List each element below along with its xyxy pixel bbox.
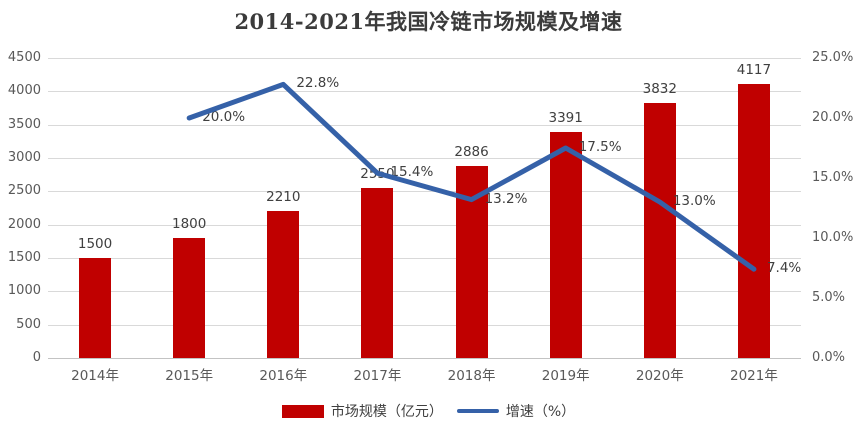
gridline bbox=[48, 291, 801, 293]
x-axis-label-2014年: 2014年 bbox=[71, 368, 119, 384]
right-axis-tick-label: 5.0% bbox=[812, 290, 846, 305]
x-axis-label-2015年: 2015年 bbox=[165, 368, 214, 384]
x-axis-line bbox=[48, 358, 801, 359]
gridline bbox=[48, 324, 801, 326]
left-axis-tick-label: 2500 bbox=[7, 183, 41, 199]
right-axis-tick-label: 15.0% bbox=[812, 170, 854, 185]
left-axis-tick-label: 1000 bbox=[7, 283, 41, 299]
x-axis-label-2021年: 2021年 bbox=[730, 368, 778, 384]
bar-value-label: 1800 bbox=[172, 216, 207, 232]
line-value-label: 13.0% bbox=[672, 193, 716, 209]
bar-value-label: 2210 bbox=[266, 188, 301, 205]
right-axis-tick-label: 0.0% bbox=[812, 350, 846, 365]
left-axis-tick-label: 1500 bbox=[7, 250, 41, 265]
line-value-label: 15.4% bbox=[390, 164, 434, 181]
chart-title: 2014-2021年我国冷链市场规模及增速 bbox=[234, 9, 623, 34]
bar-value-label: 3391 bbox=[548, 109, 583, 126]
line-value-label: 7.4% bbox=[766, 260, 802, 277]
left-axis-tick-label: 3500 bbox=[7, 116, 41, 132]
x-axis-label-2016年: 2016年 bbox=[259, 368, 308, 384]
bar-2021年 bbox=[737, 83, 770, 358]
line-value-label: 17.5% bbox=[578, 139, 622, 155]
legend-item-growth-rate: 增速（%） bbox=[456, 401, 576, 421]
left-axis-tick-label: 500 bbox=[16, 316, 41, 332]
gridline bbox=[48, 91, 801, 93]
right-axis-tick-label: 20.0% bbox=[812, 110, 854, 125]
growth-rate-line bbox=[186, 81, 757, 272]
left-axis-tick-label: 3000 bbox=[7, 150, 41, 165]
bar-2015年 bbox=[173, 238, 206, 358]
legend-label: 增速（%） bbox=[505, 404, 576, 420]
left-axis-tick-label: 4500 bbox=[7, 50, 41, 65]
right-axis-tick-label: 25.0% bbox=[812, 50, 854, 65]
gridline bbox=[48, 191, 801, 193]
line-value-label: 22.8% bbox=[296, 75, 340, 92]
line-value-label: 20.0% bbox=[202, 109, 246, 125]
legend-label: 市场规模（亿元） bbox=[330, 404, 443, 420]
gridline bbox=[48, 224, 801, 226]
x-axis-label-2018年: 2018年 bbox=[447, 368, 496, 384]
x-axis-label-2020年: 2020年 bbox=[635, 368, 684, 384]
x-axis-label-2017年: 2017年 bbox=[353, 368, 402, 384]
chart-legend: 市场规模（亿元） 增速（%） bbox=[0, 401, 857, 421]
x-axis-label-2019年: 2019年 bbox=[541, 368, 590, 384]
bar-2017年 bbox=[361, 188, 394, 358]
bar-value-label: 3832 bbox=[642, 80, 677, 97]
bar-value-label: 4117 bbox=[736, 61, 772, 78]
left-axis-tick-label: 4000 bbox=[7, 83, 41, 99]
bar-2016年 bbox=[267, 210, 300, 358]
gridline bbox=[48, 58, 801, 59]
bar-value-label: 1500 bbox=[77, 236, 113, 252]
bar-2020年 bbox=[643, 102, 676, 358]
bar-series-swatch-icon bbox=[281, 404, 324, 418]
gridline bbox=[48, 124, 801, 126]
line-series-swatch-icon bbox=[456, 408, 499, 414]
bar-value-label: 2886 bbox=[454, 143, 489, 160]
gridline bbox=[48, 258, 801, 259]
left-axis-tick-label: 0 bbox=[32, 350, 41, 365]
legend-item-market-scale: 市场规模（亿元） bbox=[281, 401, 443, 421]
bar-2014年 bbox=[79, 258, 112, 358]
gridline bbox=[48, 158, 801, 159]
right-axis-tick-label: 10.0% bbox=[812, 230, 854, 245]
bar-2019年 bbox=[549, 131, 582, 358]
line-value-label: 13.2% bbox=[484, 190, 528, 207]
left-axis-tick-label: 2000 bbox=[7, 216, 41, 232]
